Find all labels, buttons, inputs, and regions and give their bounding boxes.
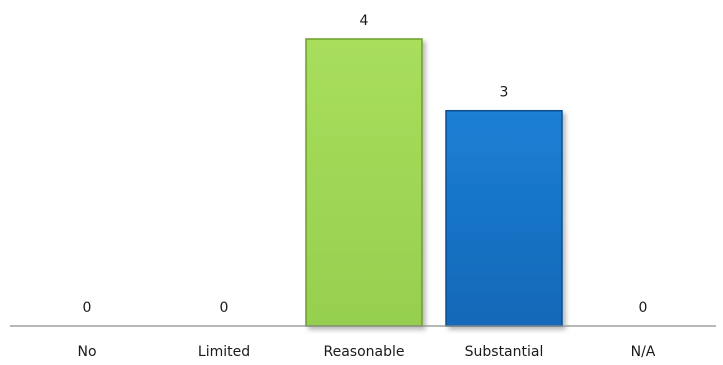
- data-label-limited: 0: [220, 300, 229, 316]
- data-label-substantial: 3: [500, 85, 509, 101]
- x-tick-label-reasonable: Reasonable: [324, 344, 405, 360]
- x-tick-label-no: No: [77, 344, 96, 360]
- x-tick-label-n-a: N/A: [631, 344, 656, 360]
- x-tick-labels-layer: No Limited Reasonable Substantial N/A: [77, 344, 655, 360]
- x-tick-label-limited: Limited: [198, 344, 250, 360]
- data-label-n-a: 0: [639, 300, 648, 316]
- bar-substantial: [445, 109, 563, 327]
- x-tick-label-substantial: Substantial: [465, 344, 544, 360]
- bar-reasonable: [305, 38, 423, 327]
- data-label-reasonable: 4: [360, 13, 369, 29]
- bars-layer: [305, 38, 563, 327]
- data-labels-layer: 0 0 4 3 0: [83, 13, 648, 316]
- data-label-no: 0: [83, 300, 92, 316]
